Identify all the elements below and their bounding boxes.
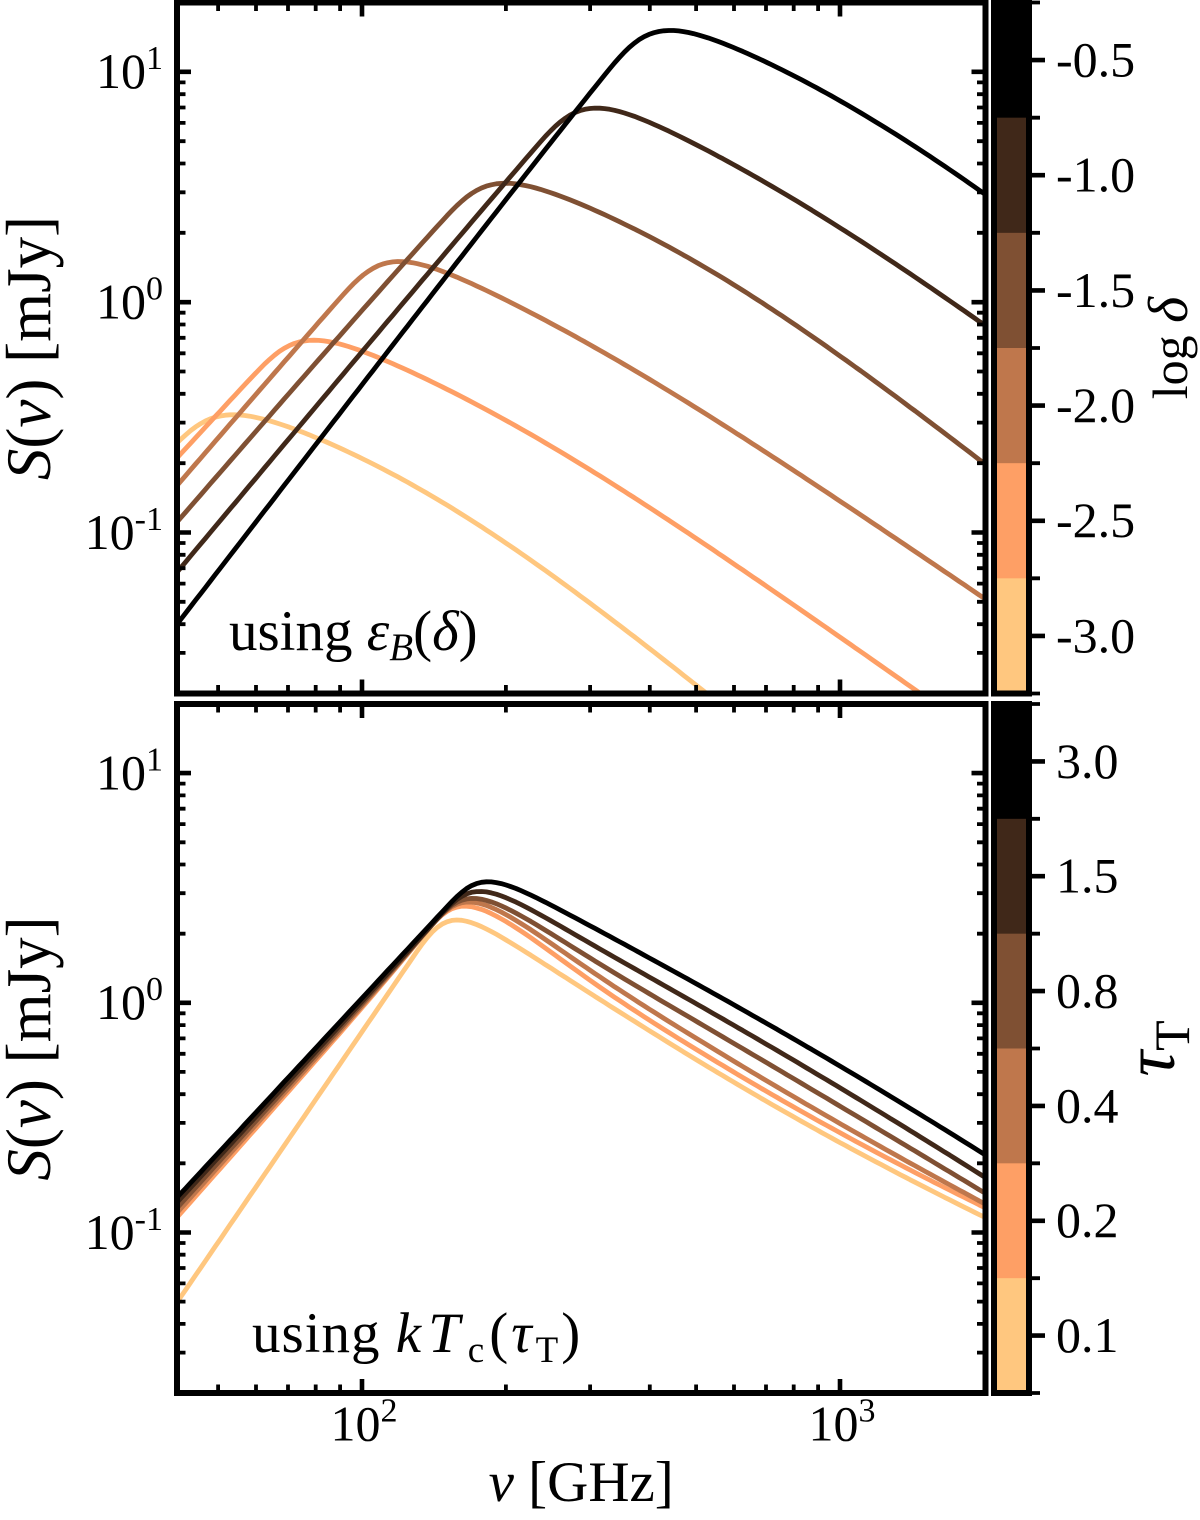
svg-text:using εB(δ): using εB(δ) — [229, 600, 478, 669]
svg-text:10-1: 10-1 — [85, 1201, 163, 1260]
svg-text:using kTc(τT): using kTc(τT) — [252, 1302, 580, 1371]
svg-text:log δ: log δ — [1138, 296, 1200, 399]
svg-text:1.5: 1.5 — [1056, 848, 1119, 904]
svg-text:3.0: 3.0 — [1056, 733, 1119, 789]
svg-text:0.4: 0.4 — [1056, 1077, 1119, 1133]
svg-text:-3.0: -3.0 — [1056, 607, 1135, 663]
svg-text:-0.5: -0.5 — [1056, 31, 1135, 87]
svg-text:ν [GHz]: ν [GHz] — [489, 1451, 674, 1514]
svg-text:103: 103 — [809, 1393, 876, 1452]
svg-text:101: 101 — [96, 742, 163, 801]
svg-text:-1.0: -1.0 — [1056, 147, 1135, 203]
svg-text:S(ν) [mJy]: S(ν) [mJy] — [0, 916, 64, 1180]
svg-text:102: 102 — [331, 1393, 398, 1452]
svg-text:-1.5: -1.5 — [1056, 262, 1135, 318]
svg-text:-2.0: -2.0 — [1056, 377, 1135, 433]
svg-text:100: 100 — [96, 271, 163, 330]
svg-text:10-1: 10-1 — [85, 501, 163, 560]
svg-text:100: 100 — [96, 971, 163, 1030]
svg-text:0.8: 0.8 — [1056, 962, 1119, 1018]
svg-text:S(ν) [mJy]: S(ν) [mJy] — [0, 216, 64, 480]
svg-text:101: 101 — [96, 40, 163, 99]
svg-text:0.1: 0.1 — [1056, 1307, 1119, 1363]
svg-text:0.2: 0.2 — [1056, 1192, 1119, 1248]
svg-text:τT: τT — [1110, 1020, 1200, 1076]
svg-text:-2.5: -2.5 — [1056, 492, 1135, 548]
